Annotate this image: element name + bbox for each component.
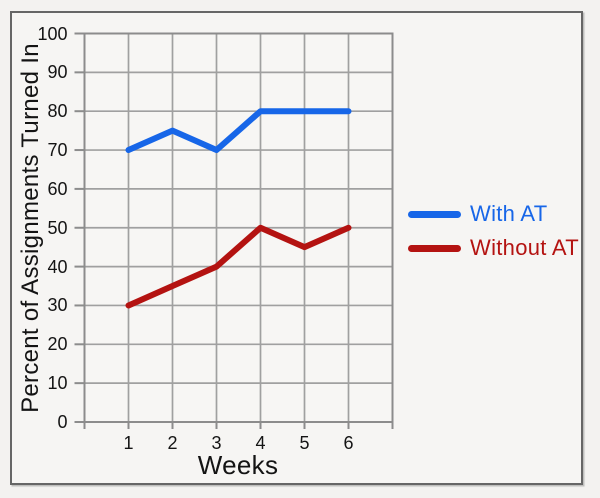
x-axis-title: Weeks xyxy=(197,450,279,480)
legend: With AT Without AT xyxy=(408,201,579,261)
legend-label-without-at: Without AT xyxy=(470,235,579,260)
legend-item-without-at: Without AT xyxy=(408,235,579,261)
y-axis-title: Percent of Assignments Turned In xyxy=(17,43,44,413)
legend-label-with-at: With AT xyxy=(470,201,548,226)
legend-swatch-without-at xyxy=(408,244,461,252)
legend-swatch-with-at xyxy=(408,210,461,218)
legend-item-with-at: With AT xyxy=(408,201,579,227)
